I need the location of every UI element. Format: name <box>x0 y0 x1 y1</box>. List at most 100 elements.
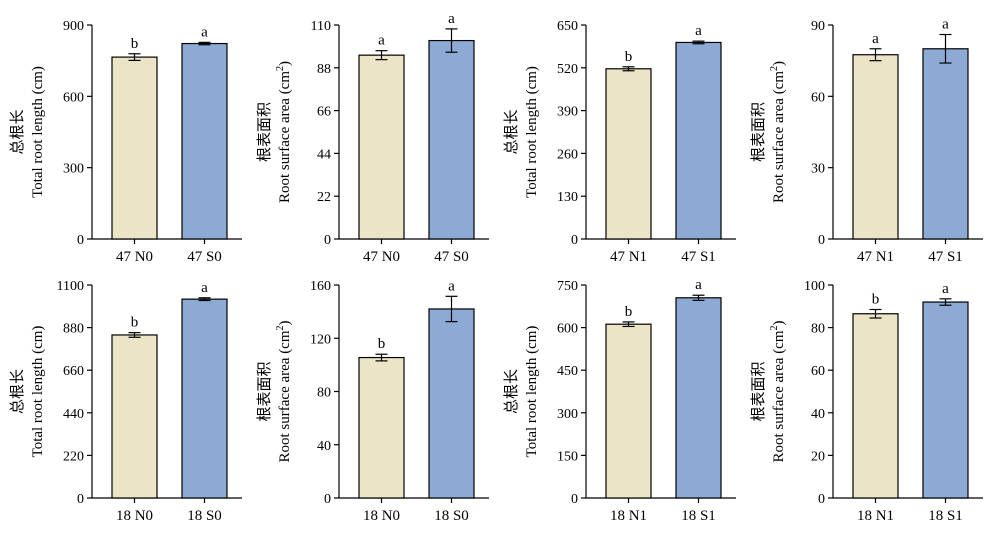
y-tick-label: 40 <box>811 407 825 422</box>
y-axis-title-english: Root surface area (cm2) <box>769 61 787 203</box>
y-axis-title-english: Root surface area (cm2) <box>275 61 293 203</box>
y-tick-label: 66 <box>317 105 331 120</box>
y-tick-label: 260 <box>557 147 578 162</box>
x-category-label: 18 S1 <box>681 508 716 524</box>
x-category-label: 47 S1 <box>928 249 963 265</box>
significance-letter: b <box>131 315 139 331</box>
chart-panel-6: 0 40 80 120 160 b 18 N0 a 18 S0 根表面积 Root surface … <box>256 278 489 524</box>
y-tick-label: 110 <box>311 19 331 34</box>
chart-panel-4: 0 30 60 90 a 47 N1 a 47 S1 根表面积 Root surface area… <box>750 17 983 265</box>
y-axis-title-superscript: 2 <box>275 66 286 71</box>
bar <box>605 323 652 499</box>
y-tick-label: 600 <box>63 90 84 105</box>
chart-panel-1: 0 300 600 900 b 47 N0 a 47 S0 总根长 Total root leng… <box>9 19 242 265</box>
y-axis-title-text: Root surface area (cm <box>277 71 293 203</box>
bar <box>358 54 405 240</box>
y-axis-title-superscript: 2 <box>275 325 286 330</box>
chart-panel-8: 0 20 40 60 80 100 b 18 N1 a 18 S1 根表面积 Root surface… <box>750 279 983 524</box>
y-axis-title-end: ) <box>771 320 787 325</box>
y-tick-label: 300 <box>63 162 84 177</box>
x-category-label: 18 N1 <box>857 508 894 524</box>
significance-letter: a <box>942 17 949 33</box>
y-tick-label: 650 <box>557 19 578 34</box>
y-axis-title-text: Root surface area (cm <box>771 330 787 462</box>
y-axis-title-chinese: 总根长 <box>9 109 26 154</box>
bar <box>675 297 722 499</box>
y-tick-label: 88 <box>317 62 331 77</box>
chart-panel-5: 0 220 440 660 880 1100 b 18 N0 a 18 S0 总根长 Total ro… <box>9 279 242 524</box>
x-category-label: 47 S0 <box>434 249 469 265</box>
y-tick-label: 0 <box>77 233 84 248</box>
x-category-label: 18 N0 <box>116 508 153 524</box>
x-category-label: 47 S1 <box>681 249 716 265</box>
y-tick-label: 440 <box>63 407 84 422</box>
y-tick-label: 300 <box>557 407 578 422</box>
bar <box>181 42 228 240</box>
x-category-label: 18 S0 <box>187 508 222 524</box>
significance-letter: a <box>378 33 385 49</box>
x-category-label: 47 N0 <box>363 249 400 265</box>
y-tick-label: 100 <box>804 279 825 294</box>
bar <box>852 313 899 499</box>
y-tick-label: 0 <box>571 492 578 507</box>
y-tick-label: 0 <box>818 233 825 248</box>
y-axis-title-end: ) <box>277 61 293 66</box>
significance-letter: a <box>448 11 455 27</box>
x-category-label: 47 N1 <box>610 249 647 265</box>
y-axis-title-text: Total root length (cm) <box>524 326 540 458</box>
y-axis-title-chinese: 根表面积 <box>256 102 273 162</box>
y-tick-label: 0 <box>324 233 331 248</box>
significance-letter: a <box>872 31 879 47</box>
bar <box>675 41 722 240</box>
y-axis-title-text: Root surface area (cm <box>277 330 293 462</box>
y-axis-title-superscript: 2 <box>769 66 780 71</box>
bar <box>181 298 228 499</box>
y-axis-title-english: Total root length (cm) <box>524 326 540 458</box>
y-tick-label: 80 <box>811 322 825 337</box>
y-axis-title-text: Total root length (cm) <box>30 326 46 458</box>
chart-panel-7: 0 150 300 450 600 750 b 18 N1 a 18 S1 总根长 Total roo… <box>503 277 736 524</box>
y-axis-title-chinese: 根表面积 <box>256 361 273 421</box>
y-tick-label: 22 <box>317 190 331 205</box>
y-tick-label: 900 <box>63 19 84 34</box>
y-tick-label: 0 <box>818 492 825 507</box>
y-tick-label: 60 <box>811 364 825 379</box>
y-axis-title-text: Total root length (cm) <box>524 66 540 198</box>
bar <box>922 48 969 240</box>
significance-letter: a <box>695 277 702 293</box>
y-axis-title-superscript: 2 <box>769 325 780 330</box>
y-tick-label: 120 <box>310 332 331 347</box>
x-category-label: 18 S0 <box>434 508 469 524</box>
x-category-label: 18 S1 <box>928 508 963 524</box>
chart-panel-2: 0 22 44 66 88 110 a 47 N0 a 47 S0 根表面积 Root surface… <box>256 11 489 265</box>
y-tick-label: 40 <box>317 439 331 454</box>
y-axis-title-end: ) <box>771 61 787 66</box>
y-axis-title-english: Total root length (cm) <box>30 326 46 458</box>
y-tick-label: 60 <box>811 90 825 105</box>
bar <box>605 68 652 240</box>
significance-letter: b <box>625 304 633 320</box>
chart-panel-3: 0 130 260 390 520 650 b 47 N1 a 47 S1 总根长 Total roo… <box>503 19 736 265</box>
y-tick-label: 0 <box>77 492 84 507</box>
significance-letter: a <box>201 280 208 296</box>
significance-letter: a <box>942 281 949 297</box>
x-category-label: 47 N1 <box>857 249 894 265</box>
y-tick-label: 44 <box>317 147 331 162</box>
significance-letter: b <box>625 49 633 65</box>
y-tick-label: 160 <box>310 279 331 294</box>
y-axis-title-chinese: 总根长 <box>503 109 520 154</box>
bar <box>428 308 475 499</box>
y-tick-label: 150 <box>557 449 578 464</box>
y-tick-label: 0 <box>324 492 331 507</box>
y-tick-label: 750 <box>557 279 578 294</box>
x-category-label: 18 N0 <box>363 508 400 524</box>
y-tick-label: 30 <box>811 162 825 177</box>
x-category-label: 47 N0 <box>116 249 153 265</box>
bar <box>922 301 969 499</box>
y-axis-title-text: Root surface area (cm <box>771 71 787 203</box>
y-tick-label: 220 <box>63 449 84 464</box>
y-tick-label: 880 <box>63 322 84 337</box>
y-tick-label: 660 <box>63 364 84 379</box>
y-axis-title-end: ) <box>277 320 293 325</box>
y-axis-title-english: Root surface area (cm2) <box>769 320 787 462</box>
